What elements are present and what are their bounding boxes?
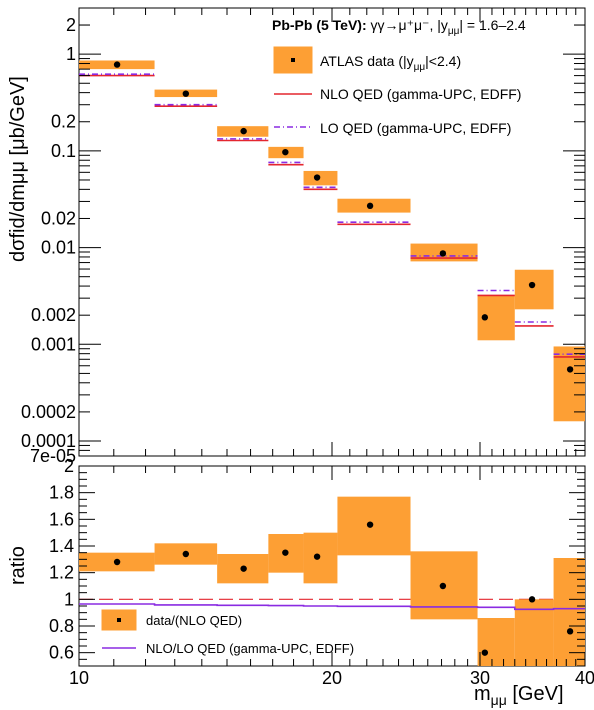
header-rest: γγ→μ⁺μ⁻, |y [367, 17, 448, 33]
header-bold: Pb-Pb (5 TeV): [272, 17, 367, 33]
ratio-x-axis: 10 20 30 40 [69, 466, 594, 688]
ratio-nlo-lo-line [79, 603, 585, 611]
data-point [182, 90, 190, 97]
ratio-uncertainty-box [553, 558, 585, 666]
ratio-uncertainty-box [477, 618, 515, 666]
ratio-data-boxes [79, 496, 585, 666]
data-uncertainty-box [337, 198, 411, 213]
main-data-points [113, 61, 574, 373]
header-tail: | = 1.6–2.4 [459, 17, 526, 33]
ratio-uncertainty-box [303, 532, 338, 584]
ratio-y-axis: 2 1.8 1.6 1.4 1.2 1 0.8 0.6 [49, 456, 585, 667]
ratio-data-point [528, 596, 536, 603]
ratio-y-tick-label: 0.6 [49, 643, 74, 663]
y-tick-label: 0.002 [31, 305, 76, 325]
ratio-y-tick-label: 0.8 [49, 616, 74, 636]
ratio-data-points [113, 521, 574, 656]
y-tick-label: 0.02 [41, 208, 76, 228]
ratio-y-tick-label: 1.4 [49, 536, 74, 556]
y-tick-label: 0.1 [51, 141, 76, 161]
y-tick-label: 0.2 [51, 112, 76, 132]
ratio-uncertainty-box [514, 599, 554, 666]
main-y-axis-label: dσfid/dmμμ [μb/GeV] [7, 76, 29, 262]
ratio-y-tick-label: 1.2 [49, 563, 74, 583]
ratio-data-point [282, 549, 289, 556]
ratio-data-point [113, 558, 121, 566]
ratio-y-tick-label: 2 [64, 456, 74, 476]
main-x-axis [78, 8, 586, 456]
data-point [313, 174, 321, 181]
data-point [481, 314, 489, 321]
x-tick-label: 30 [470, 668, 490, 688]
legend-ratio-marker [117, 618, 121, 622]
ratio-data-point [313, 553, 321, 560]
ratio-y-tick-label: 1.6 [49, 509, 74, 529]
legend-nlo-lo-label: NLO/LO QED (gamma-UPC, EDFF) [146, 641, 354, 656]
x-tick-label: 40 [575, 668, 594, 688]
x-tick-label: 10 [69, 668, 89, 688]
legend-data-marker [291, 58, 295, 62]
data-point [113, 61, 121, 68]
y-tick-label: 0.01 [41, 238, 76, 258]
legend-ratio-label: data/(NLO QED) [146, 613, 242, 628]
header-text: Pb-Pb (5 TeV): γγ→μ⁺μ⁻, |yμμ| = 1.6–2.4 [272, 17, 526, 37]
main-y-axis: 2 1 0.2 0.1 0.02 0.01 0.002 0.001 0.0002 0.00017e… [21, 7, 585, 466]
data-point [366, 202, 374, 210]
ratio-data-point [366, 521, 374, 528]
legend-data-label: ATLAS data (|yμμ|<2.4) [320, 53, 461, 73]
ratio-data-point [566, 628, 574, 635]
ratio-data-point [240, 565, 247, 572]
nlo-lo-ratio-line [79, 603, 585, 611]
data-point [282, 148, 289, 156]
ratio-panel: 2 1.8 1.6 1.4 1.2 1 0.8 0.6 10 20 30 40 data/(NLO … [7, 456, 594, 708]
y-tick-label: 7e-05 [30, 446, 76, 466]
data-point [240, 127, 247, 135]
y-tick-label: 0.001 [31, 334, 76, 354]
x-tick-label: 20 [322, 668, 342, 688]
main-plot-frame [78, 7, 586, 457]
y-tick-label: 0.0001 [21, 431, 76, 451]
data-uncertainty-box [514, 269, 554, 310]
ratio-data-point [481, 649, 489, 656]
ratio-y-tick-label: 1 [64, 589, 74, 609]
ratio-uncertainty-box [337, 496, 411, 556]
main-theory-lines [79, 73, 585, 358]
x-axis-label: mμμ [GeV] [474, 683, 564, 708]
main-panel: 2 1 0.2 0.1 0.02 0.01 0.002 0.001 0.0002 0.00017e… [7, 7, 586, 466]
ratio-data-point [182, 550, 190, 558]
data-point [439, 250, 447, 257]
main-legend: ATLAS data (|yμμ|<2.4) NLO QED (gamma-UP… [273, 46, 521, 136]
header-sub: μμ [448, 26, 460, 37]
data-point [528, 281, 536, 289]
ratio-data-point [439, 582, 447, 590]
y-tick-label: 2 [66, 15, 76, 35]
ratio-y-axis-label: ratio [7, 546, 29, 585]
main-data-boxes [79, 60, 585, 422]
data-point [566, 366, 574, 373]
ratio-legend: data/(NLO QED) NLO/LO QED (gamma-UPC, ED… [101, 609, 354, 656]
y-tick-label: 1 [66, 44, 76, 64]
legend-lo-label: LO QED (gamma-UPC, EDFF) [320, 120, 511, 136]
ratio-y-tick-label: 1.8 [49, 483, 74, 503]
y-tick-label: 0.0002 [21, 402, 76, 422]
legend-nlo-label: NLO QED (gamma-UPC, EDFF) [320, 86, 521, 102]
data-uncertainty-box [303, 170, 338, 186]
